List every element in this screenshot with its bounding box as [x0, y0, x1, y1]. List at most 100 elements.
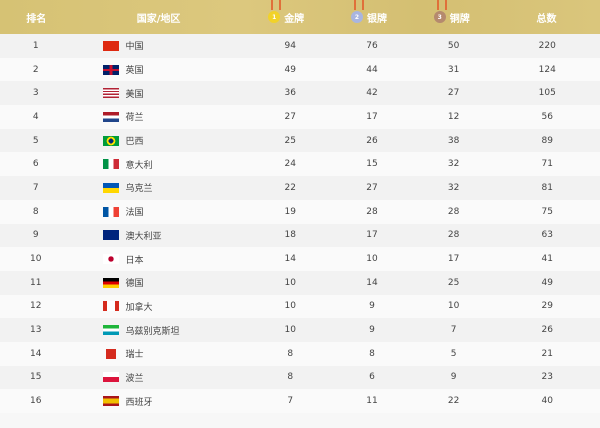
- bronze-count: 28: [447, 206, 460, 217]
- table-row: 16 西班牙 7 11 22 40: [0, 389, 600, 413]
- total-count: 75: [541, 206, 553, 217]
- bronze-count: 32: [447, 159, 460, 170]
- table-row: 2 英国 49 44 31 124: [0, 57, 600, 82]
- silver-count: 42: [366, 88, 378, 99]
- header-rank: 排名: [26, 13, 47, 25]
- header-bronze: 3 铜牌: [410, 10, 493, 25]
- bronze-count: 25: [447, 277, 460, 288]
- table-row: 12 加拿大 10 9 10 29: [0, 294, 600, 319]
- country: 荷兰: [71, 110, 229, 123]
- country: 意大利: [71, 158, 229, 171]
- table-row: 10 日本 14 10 17 41: [0, 247, 600, 271]
- rank: 4: [32, 111, 39, 122]
- silver-count: 17: [366, 230, 378, 241]
- bronze-count: 31: [447, 64, 460, 75]
- gold-count: 7: [287, 396, 294, 407]
- flag-ca-icon: [103, 301, 120, 312]
- flag-ch-icon: [106, 348, 117, 359]
- silver-count: 26: [366, 135, 378, 146]
- bronze-count: 5: [450, 348, 457, 359]
- rank: 1: [32, 40, 39, 51]
- rank: 8: [32, 206, 39, 217]
- flag-pl-icon: [103, 372, 120, 383]
- silver-count: 27: [366, 182, 378, 193]
- silver-count: 8: [369, 348, 375, 359]
- bronze-count: 17: [447, 254, 460, 265]
- bronze-count: 7: [450, 325, 457, 336]
- medal-table-body: 1 中国 94 76 50 220 2 英国 49 44 31 124 3 美国 3…: [0, 34, 600, 413]
- table-row: 11 德国 10 14 25 49: [0, 270, 600, 295]
- bronze-count: 28: [447, 230, 460, 241]
- country: 德国: [71, 276, 229, 289]
- country: 乌克兰: [71, 181, 229, 194]
- gold-count: 49: [284, 64, 296, 75]
- rank: 15: [30, 372, 42, 383]
- silver-count: 44: [366, 64, 378, 75]
- silver-count: 17: [366, 111, 378, 122]
- gold-count: 19: [284, 206, 296, 217]
- table-row: 4 荷兰 27 17 12 56: [0, 105, 600, 129]
- flag-it-icon: [103, 159, 120, 170]
- gold-count: 24: [284, 159, 296, 170]
- rank: 13: [30, 325, 42, 336]
- bronze-count: 10: [447, 301, 460, 312]
- bronze-count: 22: [447, 396, 460, 407]
- bronze-count: 32: [447, 182, 460, 193]
- header-gold: 1 金牌: [245, 10, 328, 25]
- total-count: 29: [541, 301, 553, 312]
- gold-count: 18: [284, 230, 296, 241]
- gold-count: 94: [284, 40, 296, 51]
- table-row: 1 中国 94 76 50 220: [0, 34, 600, 58]
- country: 英国: [71, 63, 229, 76]
- flag-jp-icon: [103, 254, 120, 265]
- flag-au-icon: [103, 230, 120, 241]
- total-count: 49: [541, 277, 553, 288]
- flag-gb-icon: [103, 64, 120, 75]
- total-count: 220: [538, 40, 556, 51]
- flag-fr-icon: [103, 206, 120, 217]
- table-row: 9 澳大利亚 18 17 28 63: [0, 223, 600, 248]
- flag-nl-icon: [103, 111, 120, 122]
- total-count: 21: [541, 348, 553, 359]
- flag-de-icon: [103, 277, 120, 288]
- country: 瑞士: [71, 347, 229, 360]
- total-count: 81: [541, 182, 553, 193]
- country: 乌兹别克斯坦: [71, 324, 229, 337]
- flag-uz-icon: [103, 325, 120, 336]
- country: 加拿大: [71, 300, 229, 313]
- table-header: 排名 国家/地区 1 金牌 2 银牌 3 铜牌 总数: [0, 0, 600, 34]
- flag-us-icon: [103, 88, 120, 99]
- bronze-medal-icon: 3: [433, 11, 446, 23]
- gold-medal-icon: 1: [268, 11, 281, 23]
- total-count: 41: [541, 254, 553, 265]
- gold-count: 14: [284, 254, 296, 265]
- silver-count: 10: [366, 254, 378, 265]
- rank: 5: [32, 135, 39, 146]
- rank: 12: [30, 301, 42, 312]
- bronze-count: 38: [447, 135, 460, 146]
- bronze-count: 9: [450, 372, 457, 383]
- header-total: 总数: [536, 13, 557, 25]
- silver-count: 9: [369, 301, 375, 312]
- rank: 11: [30, 277, 42, 288]
- header-silver: 2 银牌: [328, 10, 411, 25]
- table-row: 6 意大利 24 15 32 71: [0, 152, 600, 177]
- silver-count: 9: [369, 325, 375, 336]
- gold-count: 10: [284, 277, 296, 288]
- table-row: 5 巴西 25 26 38 89: [0, 128, 600, 153]
- header-country: 国家/地区: [136, 13, 181, 25]
- rank: 6: [32, 159, 39, 170]
- country: 法国: [71, 205, 229, 218]
- table-row: 15 波兰 8 6 9 23: [0, 365, 600, 390]
- rank: 16: [30, 396, 42, 407]
- gold-count: 8: [287, 372, 294, 383]
- gold-count: 10: [284, 301, 296, 312]
- bronze-count: 50: [447, 40, 460, 51]
- country: 中国: [71, 39, 229, 52]
- country: 巴西: [71, 134, 229, 147]
- table-row: 8 法国 19 28 28 75: [0, 199, 600, 224]
- silver-count: 76: [366, 40, 378, 51]
- gold-count: 10: [284, 325, 296, 336]
- gold-count: 36: [284, 88, 296, 99]
- flag-cn-icon: [103, 40, 120, 51]
